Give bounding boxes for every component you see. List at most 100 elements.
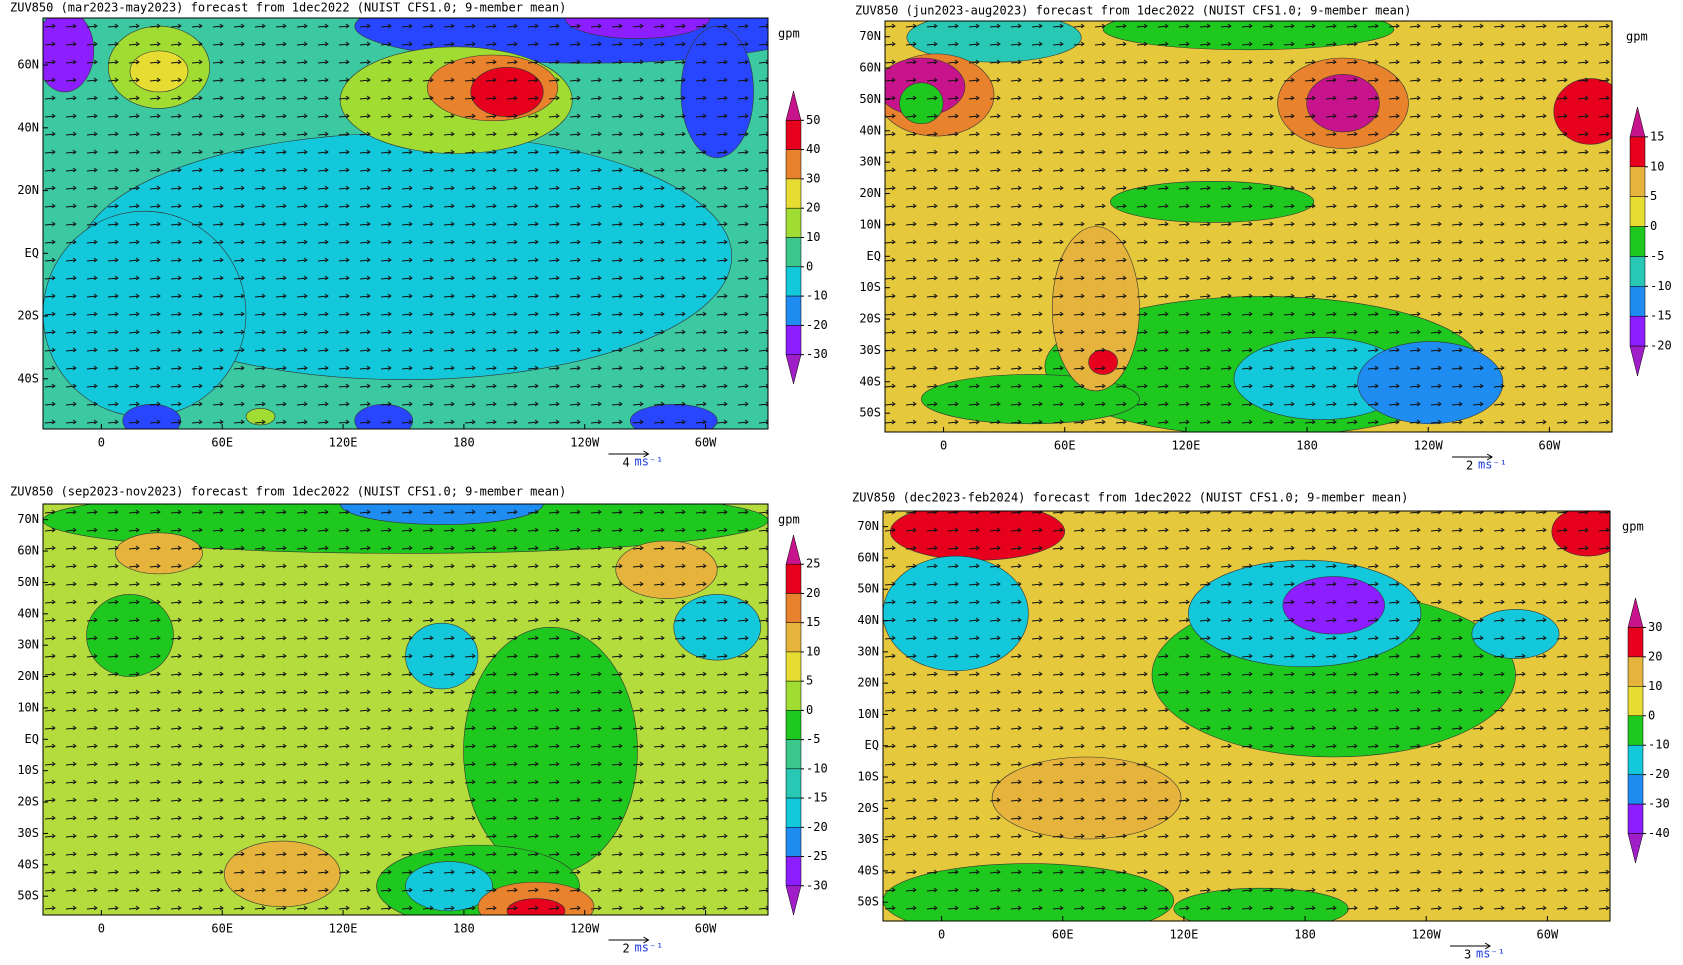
colorbar-label: 15: [806, 615, 820, 629]
lat-label: 30N: [857, 644, 879, 658]
map-field: [43, 504, 768, 915]
colorbar-label: 40: [806, 142, 820, 156]
lat-label: 70N: [17, 512, 39, 526]
colorbar-bin: [1627, 686, 1644, 717]
lon-label: 180: [453, 436, 475, 450]
colorbar-bin: [1627, 715, 1644, 746]
lon-label: 0: [98, 436, 105, 450]
colorbar-label: 0: [806, 703, 813, 717]
lon-label: 120W: [1412, 928, 1442, 942]
colorbar-bin: [785, 534, 802, 565]
lat-label: 40N: [859, 123, 881, 137]
lat-label: 60N: [17, 58, 39, 72]
colorbar-label: -5: [806, 732, 820, 746]
map-field: [43, 18, 768, 429]
colorbar-label: -30: [806, 878, 828, 892]
colorbar-label: -25: [806, 849, 828, 863]
colorbar-bin: [785, 90, 802, 121]
colorbar-label: -10: [806, 289, 828, 303]
colorbar-bin: [1629, 166, 1646, 197]
map-frame: [882, 510, 1611, 922]
scale-value: 4: [623, 456, 630, 470]
colorbar-unit: gpm: [778, 27, 800, 41]
lon-label: 0: [938, 928, 945, 942]
lon-label: 120W: [1414, 439, 1444, 453]
lat-label: 40S: [859, 374, 881, 388]
scale-arrow: [1450, 942, 1492, 950]
lon-label: 0: [98, 922, 105, 936]
panel: ZUV850 (sep2023-nov2023) forecast from 1…: [10, 485, 828, 956]
lat-label: 20N: [857, 676, 879, 690]
colorbar-label: -15: [1650, 309, 1672, 323]
lon-label: 180: [1296, 439, 1318, 453]
colorbar-label: -10: [1650, 279, 1672, 293]
lat-label: 70N: [859, 29, 881, 43]
colorbar-label: -30: [806, 347, 828, 361]
colorbar-bin: [785, 768, 802, 799]
lon-label: 60E: [211, 436, 233, 450]
lat-label: 10S: [857, 770, 879, 784]
lat-label: EQ: [25, 732, 39, 746]
map-frame: [42, 17, 769, 430]
colorbar-bin: [785, 622, 802, 653]
scale-value: 2: [623, 942, 630, 956]
lat-label: 50S: [17, 889, 39, 903]
colorbar-bin: [1629, 256, 1646, 287]
colorbar-bin: [1629, 286, 1646, 317]
lon-label: 120E: [329, 436, 358, 450]
map-field: [885, 21, 1612, 432]
colorbar-bin: [785, 680, 802, 711]
wind-vectors: [43, 18, 768, 429]
lat-label: 20S: [17, 795, 39, 809]
lon-label: 180: [453, 922, 475, 936]
colorbar-bin: [1627, 597, 1644, 628]
colorbar-label: -10: [806, 761, 828, 775]
lon-label: 60E: [211, 922, 233, 936]
lat-label: 30N: [17, 638, 39, 652]
colorbar-label: 25: [806, 557, 820, 571]
scale-value: 3: [1464, 948, 1471, 962]
scale-unit: ms⁻¹: [1476, 947, 1505, 961]
lat-label: 50N: [859, 92, 881, 106]
colorbar-bin: [785, 856, 802, 887]
lon-label: 120E: [1171, 439, 1200, 453]
lat-label: 10S: [859, 280, 881, 294]
lat-label: 30S: [17, 826, 39, 840]
lat-label: 50S: [859, 406, 881, 420]
lon-label: 60W: [1537, 928, 1559, 942]
panel-title: ZUV850 (jun2023-aug2023) forecast from 1…: [855, 4, 1411, 18]
colorbar-bin: [785, 325, 802, 355]
lon-label: 120W: [570, 436, 600, 450]
lat-label: 40N: [857, 613, 879, 627]
colorbar-bin: [785, 593, 802, 623]
lon-label: 180: [1294, 928, 1316, 942]
scale-arrow: [608, 936, 650, 944]
colorbar-label: 20: [1648, 649, 1662, 663]
colorbar-bin: [1629, 136, 1646, 168]
lat-label: 40S: [17, 857, 39, 871]
panel-title: ZUV850 (sep2023-nov2023) forecast from 1…: [10, 485, 566, 499]
lat-label: EQ: [865, 738, 879, 752]
colorbar-bin: [1629, 315, 1646, 347]
colorbar-label: -30: [1648, 797, 1670, 811]
colorbar-unit: gpm: [1622, 520, 1644, 534]
lon-label: 60E: [1052, 928, 1074, 942]
colorbar-bin: [1629, 106, 1646, 138]
colorbar-bin: [785, 120, 802, 150]
lat-label: 50N: [17, 575, 39, 589]
lat-label: EQ: [867, 249, 881, 263]
lon-label: 60W: [1539, 439, 1561, 453]
colorbar-label: -20: [806, 820, 828, 834]
colorbar-bin: [1627, 744, 1644, 775]
lat-label: 30N: [859, 155, 881, 169]
colorbar-label: 20: [806, 586, 820, 600]
scale-unit: ms⁻¹: [635, 941, 664, 955]
colorbar-bin: [785, 237, 802, 268]
lat-label: 60N: [859, 61, 881, 75]
colorbar-label: 5: [1650, 189, 1657, 203]
lon-label: 120W: [570, 922, 600, 936]
lon-label: 0: [940, 439, 947, 453]
colorbar-label: -20: [1650, 339, 1672, 353]
lat-label: EQ: [25, 246, 39, 260]
